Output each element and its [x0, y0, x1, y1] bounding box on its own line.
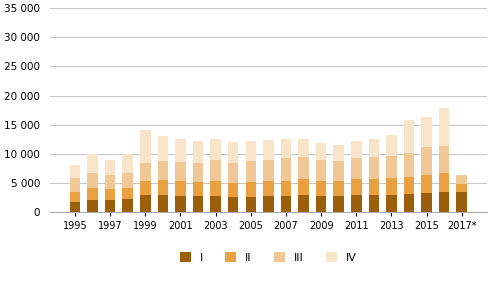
Bar: [333, 161, 344, 181]
Bar: [140, 163, 151, 181]
Bar: [122, 188, 133, 199]
Bar: [333, 145, 344, 161]
Bar: [105, 201, 115, 212]
Bar: [369, 139, 379, 157]
Bar: [193, 162, 203, 182]
Bar: [439, 173, 449, 192]
Bar: [228, 163, 239, 183]
Bar: [87, 173, 98, 188]
Bar: [105, 175, 115, 189]
Bar: [158, 195, 168, 212]
Bar: [246, 141, 256, 161]
Bar: [298, 179, 309, 195]
Bar: [228, 142, 239, 163]
Bar: [333, 181, 344, 196]
Bar: [421, 175, 432, 193]
Bar: [246, 197, 256, 212]
Bar: [210, 160, 221, 181]
Bar: [246, 161, 256, 182]
Bar: [457, 184, 467, 192]
Bar: [298, 157, 309, 179]
Bar: [210, 181, 221, 196]
Bar: [316, 143, 327, 160]
Bar: [158, 137, 168, 161]
Bar: [351, 195, 361, 212]
Bar: [158, 180, 168, 195]
Bar: [246, 182, 256, 197]
Bar: [140, 195, 151, 212]
Bar: [175, 196, 186, 212]
Bar: [175, 162, 186, 181]
Bar: [281, 139, 291, 158]
Bar: [193, 141, 203, 162]
Bar: [369, 157, 379, 179]
Bar: [281, 181, 291, 196]
Bar: [122, 154, 133, 173]
Bar: [316, 160, 327, 181]
Bar: [175, 139, 186, 162]
Bar: [386, 194, 397, 212]
Bar: [140, 130, 151, 163]
Bar: [386, 135, 397, 156]
Bar: [421, 117, 432, 147]
Bar: [386, 178, 397, 194]
Bar: [263, 160, 273, 181]
Bar: [316, 181, 327, 196]
Bar: [87, 188, 98, 200]
Bar: [70, 192, 81, 202]
Bar: [421, 193, 432, 212]
Bar: [439, 108, 449, 146]
Bar: [70, 178, 81, 192]
Bar: [316, 196, 327, 212]
Bar: [210, 196, 221, 212]
Bar: [351, 141, 361, 159]
Bar: [369, 195, 379, 212]
Bar: [175, 181, 186, 196]
Bar: [351, 159, 361, 179]
Bar: [369, 179, 379, 195]
Legend: I, II, III, IV: I, II, III, IV: [180, 252, 357, 263]
Bar: [105, 160, 115, 175]
Bar: [87, 154, 98, 173]
Bar: [193, 182, 203, 196]
Bar: [404, 177, 414, 194]
Bar: [228, 183, 239, 197]
Bar: [140, 181, 151, 195]
Bar: [457, 192, 467, 212]
Bar: [457, 175, 467, 184]
Bar: [193, 196, 203, 212]
Bar: [70, 202, 81, 212]
Bar: [122, 199, 133, 212]
Bar: [404, 194, 414, 212]
Bar: [404, 153, 414, 177]
Bar: [263, 140, 273, 160]
Bar: [87, 200, 98, 212]
Bar: [228, 197, 239, 212]
Bar: [386, 156, 397, 178]
Bar: [298, 195, 309, 212]
Bar: [439, 146, 449, 173]
Bar: [263, 181, 273, 196]
Bar: [421, 147, 432, 175]
Bar: [333, 196, 344, 212]
Bar: [263, 196, 273, 212]
Bar: [351, 179, 361, 195]
Bar: [281, 196, 291, 212]
Bar: [158, 161, 168, 180]
Bar: [122, 173, 133, 188]
Bar: [210, 139, 221, 160]
Bar: [105, 189, 115, 201]
Bar: [298, 139, 309, 157]
Bar: [404, 120, 414, 153]
Bar: [70, 165, 81, 178]
Bar: [281, 158, 291, 181]
Bar: [439, 192, 449, 212]
